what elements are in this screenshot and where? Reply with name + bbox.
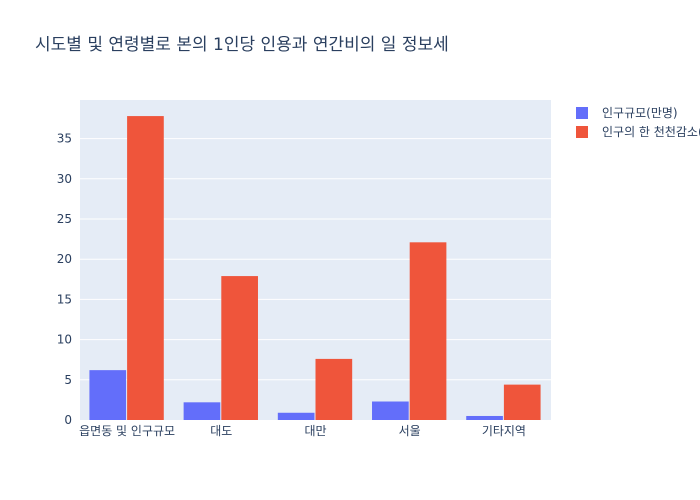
bar <box>372 401 409 420</box>
legend-label: 인구의 한 천천감소(%) <box>602 124 700 139</box>
bar <box>503 384 541 420</box>
bar <box>127 116 164 421</box>
x-tick-label: 대도 <box>210 424 232 438</box>
bar <box>466 415 503 420</box>
x-tick-label: 서울 <box>399 424 421 438</box>
bar <box>183 402 221 420</box>
bar <box>89 370 127 420</box>
y-tick-label: 0 <box>64 413 72 427</box>
bar <box>277 412 315 420</box>
x-tick-label: 대만 <box>304 424 326 438</box>
x-tick-label: 기타지역 <box>482 424 526 438</box>
x-tick-label: 읍면동 및 인구규모 <box>79 424 175 438</box>
y-tick-label: 20 <box>57 252 72 266</box>
bar <box>221 276 258 420</box>
y-tick-label: 5 <box>64 373 72 387</box>
y-tick-label: 15 <box>57 292 72 306</box>
x-axis-ticks: 읍면동 및 인구규모 대도 대만 서울 기타지역 <box>79 424 526 438</box>
legend-label: 인구규모(만명) <box>602 106 678 120</box>
legend-swatch <box>576 126 588 138</box>
legend-swatch <box>576 107 588 119</box>
chart-title: 시도별 및 연령별로 본의 1인당 인용과 연간비의 일 정보세 <box>35 35 449 55</box>
bars <box>89 116 541 421</box>
y-tick-label: 35 <box>57 132 72 146</box>
bar <box>409 242 447 420</box>
bar <box>315 358 353 420</box>
y-tick-label: 25 <box>57 212 72 226</box>
legend: 인구규모(만명) 인구의 한 천천감소(%) <box>576 106 700 139</box>
y-tick-label: 10 <box>57 333 72 347</box>
y-tick-label: 30 <box>57 172 72 186</box>
y-axis-ticks: 0 5 10 15 20 25 30 35 <box>57 132 72 427</box>
